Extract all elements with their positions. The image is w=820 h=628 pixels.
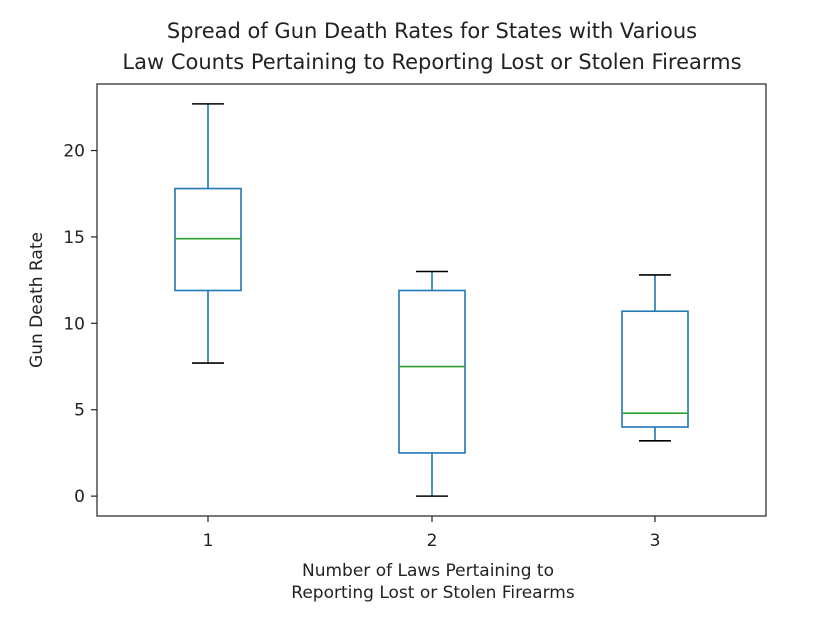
x-axis-label-line-2: Reporting Lost or Stolen Firearms	[291, 583, 575, 603]
box-iqr	[398, 289, 466, 454]
box-iqr	[621, 310, 689, 428]
x-tick-label: 2	[427, 531, 438, 551]
plot-area-frame	[96, 83, 767, 517]
chart-title-line-1: Spread of Gun Death Rates for States wit…	[167, 19, 697, 43]
box-iqr	[174, 187, 242, 292]
y-tick-label: 5	[74, 401, 85, 421]
y-tick-label: 0	[74, 487, 85, 507]
y-tick-label: 10	[63, 314, 85, 334]
x-axis-label-line-1: Number of Laws Pertaining to	[302, 561, 554, 581]
x-axis: 1 2 3	[203, 516, 661, 551]
y-tick-label: 15	[63, 228, 85, 248]
x-tick-label: 1	[203, 531, 214, 551]
x-tick-label: 3	[650, 531, 661, 551]
box-series	[174, 103, 689, 497]
y-tick-label: 20	[63, 142, 85, 162]
chart-title-line-2: Law Counts Pertaining to Reporting Lost …	[122, 50, 741, 74]
y-axis: 0 5 10 15 20	[63, 142, 97, 507]
y-axis-label: Gun Death Rate	[27, 232, 47, 368]
